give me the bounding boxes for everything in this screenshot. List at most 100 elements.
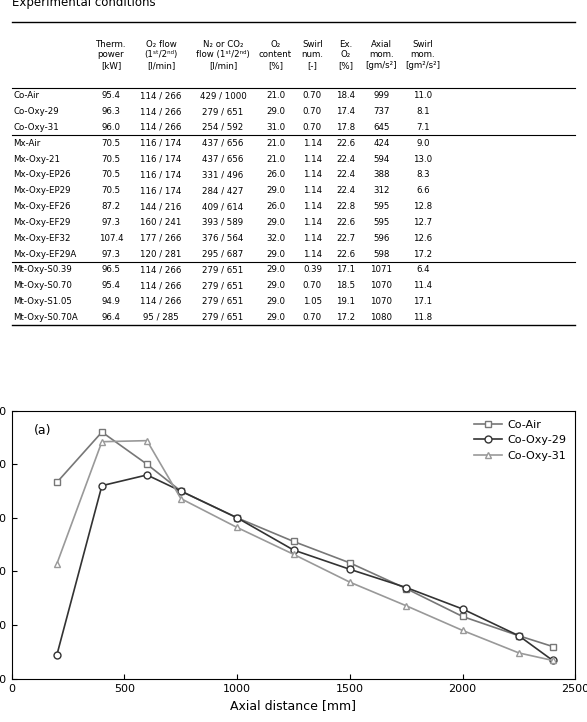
Text: 1.14: 1.14 [303,155,322,164]
Text: 1.14: 1.14 [303,250,322,258]
Text: Co-Oxy-29: Co-Oxy-29 [14,107,59,116]
Text: 70.5: 70.5 [102,170,120,180]
Text: 22.8: 22.8 [336,202,355,211]
Text: 96.5: 96.5 [102,265,120,274]
Text: 144 / 216: 144 / 216 [140,202,182,211]
Text: Axial
mom.
[gm/s²]: Axial mom. [gm/s²] [366,40,397,70]
Co-Air [177,487,184,495]
Text: 26.0: 26.0 [266,202,285,211]
Text: 97.3: 97.3 [102,218,120,227]
Text: 437 / 656: 437 / 656 [203,139,244,148]
Text: 29.0: 29.0 [266,281,285,290]
Text: 1080: 1080 [370,313,392,322]
Text: 1.14: 1.14 [303,234,322,243]
Text: 22.6: 22.6 [336,218,355,227]
Co-Air [549,642,556,651]
Text: Mx-Air: Mx-Air [14,139,41,148]
Text: 29.0: 29.0 [266,186,285,195]
Text: 13.0: 13.0 [413,155,433,164]
Text: 594: 594 [373,155,390,164]
Text: Mx-Oxy-EF32: Mx-Oxy-EF32 [14,234,71,243]
Co-Oxy-31 [459,626,466,635]
Text: 1.14: 1.14 [303,186,322,195]
Text: 114 / 266: 114 / 266 [140,265,182,274]
Line: Co-Oxy-31: Co-Oxy-31 [53,437,556,664]
Text: N₂ or CO₂
flow (1ˢᵗ/2ⁿᵈ)
[l/min]: N₂ or CO₂ flow (1ˢᵗ/2ⁿᵈ) [l/min] [196,40,250,70]
Text: 279 / 651: 279 / 651 [203,297,244,306]
Text: Ex.
O₂
[%]: Ex. O₂ [%] [338,40,353,70]
Text: 393 / 589: 393 / 589 [203,218,244,227]
Text: 32.0: 32.0 [266,234,285,243]
Text: Swirl
mom.
[gm²/s²]: Swirl mom. [gm²/s²] [406,40,440,70]
Text: Mt-Oxy-S0.70: Mt-Oxy-S0.70 [14,281,72,290]
Co-Oxy-29 [459,604,466,613]
Text: 0.70: 0.70 [303,123,322,132]
Text: 595: 595 [373,218,390,227]
Text: 11.8: 11.8 [413,313,433,322]
Co-Oxy-31 [290,550,297,559]
Text: 17.1: 17.1 [336,265,355,274]
Text: 120 / 281: 120 / 281 [140,250,182,258]
Text: 29.0: 29.0 [266,265,285,274]
Text: 116 / 174: 116 / 174 [140,186,182,195]
Text: 95 / 285: 95 / 285 [143,313,179,322]
Text: 279 / 651: 279 / 651 [203,107,244,116]
Text: Mt-Oxy-S0.70A: Mt-Oxy-S0.70A [14,313,78,322]
Text: 8.1: 8.1 [416,107,430,116]
Text: Co-Oxy-31: Co-Oxy-31 [14,123,59,132]
Co-Oxy-29 [177,487,184,495]
Text: 116 / 174: 116 / 174 [140,155,182,164]
Text: 22.6: 22.6 [336,139,355,148]
Text: 22.4: 22.4 [336,155,355,164]
Text: 0.70: 0.70 [303,92,322,100]
Text: Co-Air: Co-Air [14,92,39,100]
Text: 18.4: 18.4 [336,92,355,100]
Text: 1.14: 1.14 [303,218,322,227]
Text: 21.0: 21.0 [266,92,285,100]
Co-Oxy-29 [53,651,60,659]
Text: 0.70: 0.70 [303,313,322,322]
Text: 160 / 241: 160 / 241 [140,218,182,227]
Text: 87.2: 87.2 [102,202,120,211]
Text: 1071: 1071 [370,265,392,274]
Co-Oxy-29 [403,583,410,592]
Text: 29.0: 29.0 [266,107,285,116]
Text: Mx-Oxy-EP29: Mx-Oxy-EP29 [14,186,71,195]
Co-Oxy-31 [549,656,556,665]
Co-Oxy-31 [515,648,522,657]
Co-Air [459,612,466,621]
Co-Oxy-31 [234,523,241,532]
Text: 645: 645 [373,123,390,132]
Text: 254 / 592: 254 / 592 [203,123,244,132]
Text: 279 / 651: 279 / 651 [203,313,244,322]
Co-Oxy-29 [515,632,522,640]
Text: 94.9: 94.9 [102,297,120,306]
Co-Oxy-29 [549,656,556,665]
Text: 95.4: 95.4 [102,92,120,100]
Text: 29.0: 29.0 [266,218,285,227]
Text: 6.6: 6.6 [416,186,430,195]
Co-Oxy-29 [234,513,241,522]
Text: 1.05: 1.05 [303,297,322,306]
Text: 22.4: 22.4 [336,170,355,180]
Co-Air [346,559,353,567]
Text: 21.0: 21.0 [266,155,285,164]
Text: 596: 596 [373,234,390,243]
Text: 429 / 1000: 429 / 1000 [200,92,247,100]
Co-Oxy-29 [99,482,106,490]
Line: Co-Air: Co-Air [53,429,556,650]
Text: 29.0: 29.0 [266,313,285,322]
Co-Oxy-29 [346,565,353,574]
Text: 424: 424 [373,139,390,148]
Co-Oxy-31 [53,560,60,568]
Text: O₂ flow
(1ˢᵗ/2ⁿᵈ)
[l/min]: O₂ flow (1ˢᵗ/2ⁿᵈ) [l/min] [144,40,178,70]
Text: 114 / 266: 114 / 266 [140,123,182,132]
Text: 11.4: 11.4 [413,281,433,290]
Text: 388: 388 [373,170,390,180]
Text: 26.0: 26.0 [266,170,285,180]
Text: 96.3: 96.3 [102,107,120,116]
Text: 0.39: 0.39 [303,265,322,274]
Text: 376 / 564: 376 / 564 [203,234,244,243]
Text: Swirl
num.
[-]: Swirl num. [-] [301,40,323,70]
Text: O₂
content
[%]: O₂ content [%] [259,40,292,70]
